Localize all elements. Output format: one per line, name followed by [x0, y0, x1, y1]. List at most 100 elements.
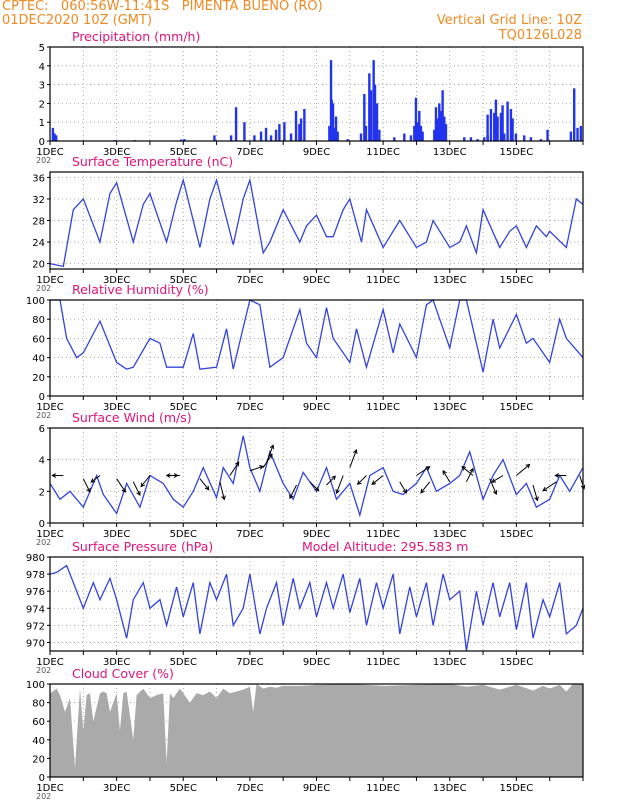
precip-bar [441, 90, 444, 141]
x-tick-label: 15DEC [500, 657, 534, 668]
y-tick-label: 40 [32, 736, 45, 747]
wind-arrow-head [580, 484, 586, 490]
x-tick-label: 13DEC [433, 529, 467, 540]
x-tick-label: 5DEC [170, 657, 197, 668]
precip-bar [264, 127, 268, 141]
precip-bar [328, 125, 331, 141]
y-tick-label: 60 [32, 717, 45, 728]
precip-bar [503, 133, 506, 141]
wind-arrow [199, 478, 210, 490]
series-line [49, 177, 584, 268]
wind-arrow-head [136, 491, 141, 496]
x-tick-label: 15DEC [500, 275, 534, 286]
y-tick-label: 1 [39, 118, 45, 129]
wind-arrow-head [289, 494, 294, 500]
panel-4 [47, 556, 584, 655]
precip-bar [368, 73, 371, 141]
panel-extra-label: Model Altitude: 295.583 m [302, 539, 468, 554]
y-tick-label: 4 [39, 62, 45, 73]
panel-title: Surface Pressure (hPa) [72, 539, 213, 554]
precip-bar [269, 135, 273, 141]
wind-arrow-head [165, 473, 171, 478]
y-tick-label: 24 [32, 238, 45, 249]
wind-arrow-head [534, 496, 539, 502]
x-tick-label: 7DEC [236, 147, 263, 158]
series-line [50, 298, 584, 373]
y-tick-label: 970 [26, 638, 45, 649]
wind-arrow-head [234, 461, 240, 467]
x-tick-label: 13DEC [433, 657, 467, 668]
wind-arrow [532, 484, 538, 501]
precip-bar [283, 122, 286, 141]
precip-bar [511, 118, 514, 141]
wind-arrow [229, 462, 240, 476]
y-tick-label: 980 [26, 553, 45, 564]
panel-title: Surface Temperature (nC) [72, 154, 233, 169]
x-year-label: 202 [36, 538, 51, 547]
precip-bar [523, 135, 526, 141]
wind-arrow-head [204, 485, 210, 491]
wind-arrow-head [492, 490, 498, 496]
x-tick-label: 15DEC [500, 529, 534, 540]
x-tick-label: 1DEC [36, 275, 63, 286]
y-tick-label: 976 [26, 587, 45, 598]
wind-arrow [116, 478, 126, 493]
y-tick-label: 4 [39, 456, 45, 467]
x-tick-label: 3DEC [103, 529, 130, 540]
x-tick-label: 9DEC [303, 529, 330, 540]
precip-bar [486, 114, 489, 141]
precip-bar [294, 110, 298, 141]
precip-bar [363, 94, 366, 141]
panel-1 [47, 171, 584, 273]
precip-bar [54, 135, 58, 141]
wind-arrow-head [371, 480, 377, 485]
precip-bar [336, 131, 339, 141]
y-tick-label: 60 [32, 334, 45, 345]
x-tick-label: 15DEC [500, 147, 534, 158]
x-tick-label: 7DEC [236, 275, 263, 286]
series-line [49, 435, 584, 518]
x-tick-label: 7DEC [236, 657, 263, 668]
precip-bar [183, 139, 186, 141]
precip-bar [375, 103, 379, 141]
precip-bar [253, 135, 256, 141]
y-tick-label: 974 [26, 604, 45, 615]
precip-bar [443, 116, 446, 141]
precip-bar [506, 101, 509, 141]
wind-arrow [399, 481, 407, 494]
precip-bar [229, 135, 233, 141]
precip-bar [413, 125, 416, 141]
wind-arrow [82, 478, 91, 493]
panel-title: Relative Humidity (%) [72, 282, 209, 297]
precip-bar [514, 133, 518, 141]
x-tick-label: 3DEC [103, 657, 130, 668]
precip-bar [234, 107, 238, 141]
y-tick-label: 6 [39, 424, 45, 435]
y-tick-label: 972 [26, 621, 45, 632]
wind-arrow-head [90, 478, 96, 483]
precip-bar [330, 99, 333, 141]
wind-arrow [357, 475, 367, 485]
precip-bar [546, 129, 549, 141]
precip-bar [529, 137, 533, 141]
x-tick-label: 11DEC [366, 275, 400, 286]
y-tick-label: 36 [32, 173, 45, 184]
cloud-area [50, 684, 583, 777]
wind-arrow [516, 464, 530, 476]
wind-arrow-head [356, 480, 362, 486]
precip-bar [243, 122, 246, 141]
x-tick-label: 5DEC [170, 275, 197, 286]
precip-bar [418, 110, 421, 141]
panel-title: Surface Wind (m/s) [72, 410, 192, 425]
y-tick-label: 20 [32, 260, 45, 271]
precip-bar [569, 131, 573, 141]
x-tick-label: 1DEC [36, 657, 63, 668]
x-tick-label: 7DEC [236, 402, 263, 413]
precip-bar [433, 129, 436, 141]
precip-bar [364, 125, 368, 141]
precip-bar [496, 116, 499, 141]
precip-bar [274, 129, 278, 141]
precip-bar [259, 131, 263, 141]
wind-arrow [219, 481, 225, 500]
